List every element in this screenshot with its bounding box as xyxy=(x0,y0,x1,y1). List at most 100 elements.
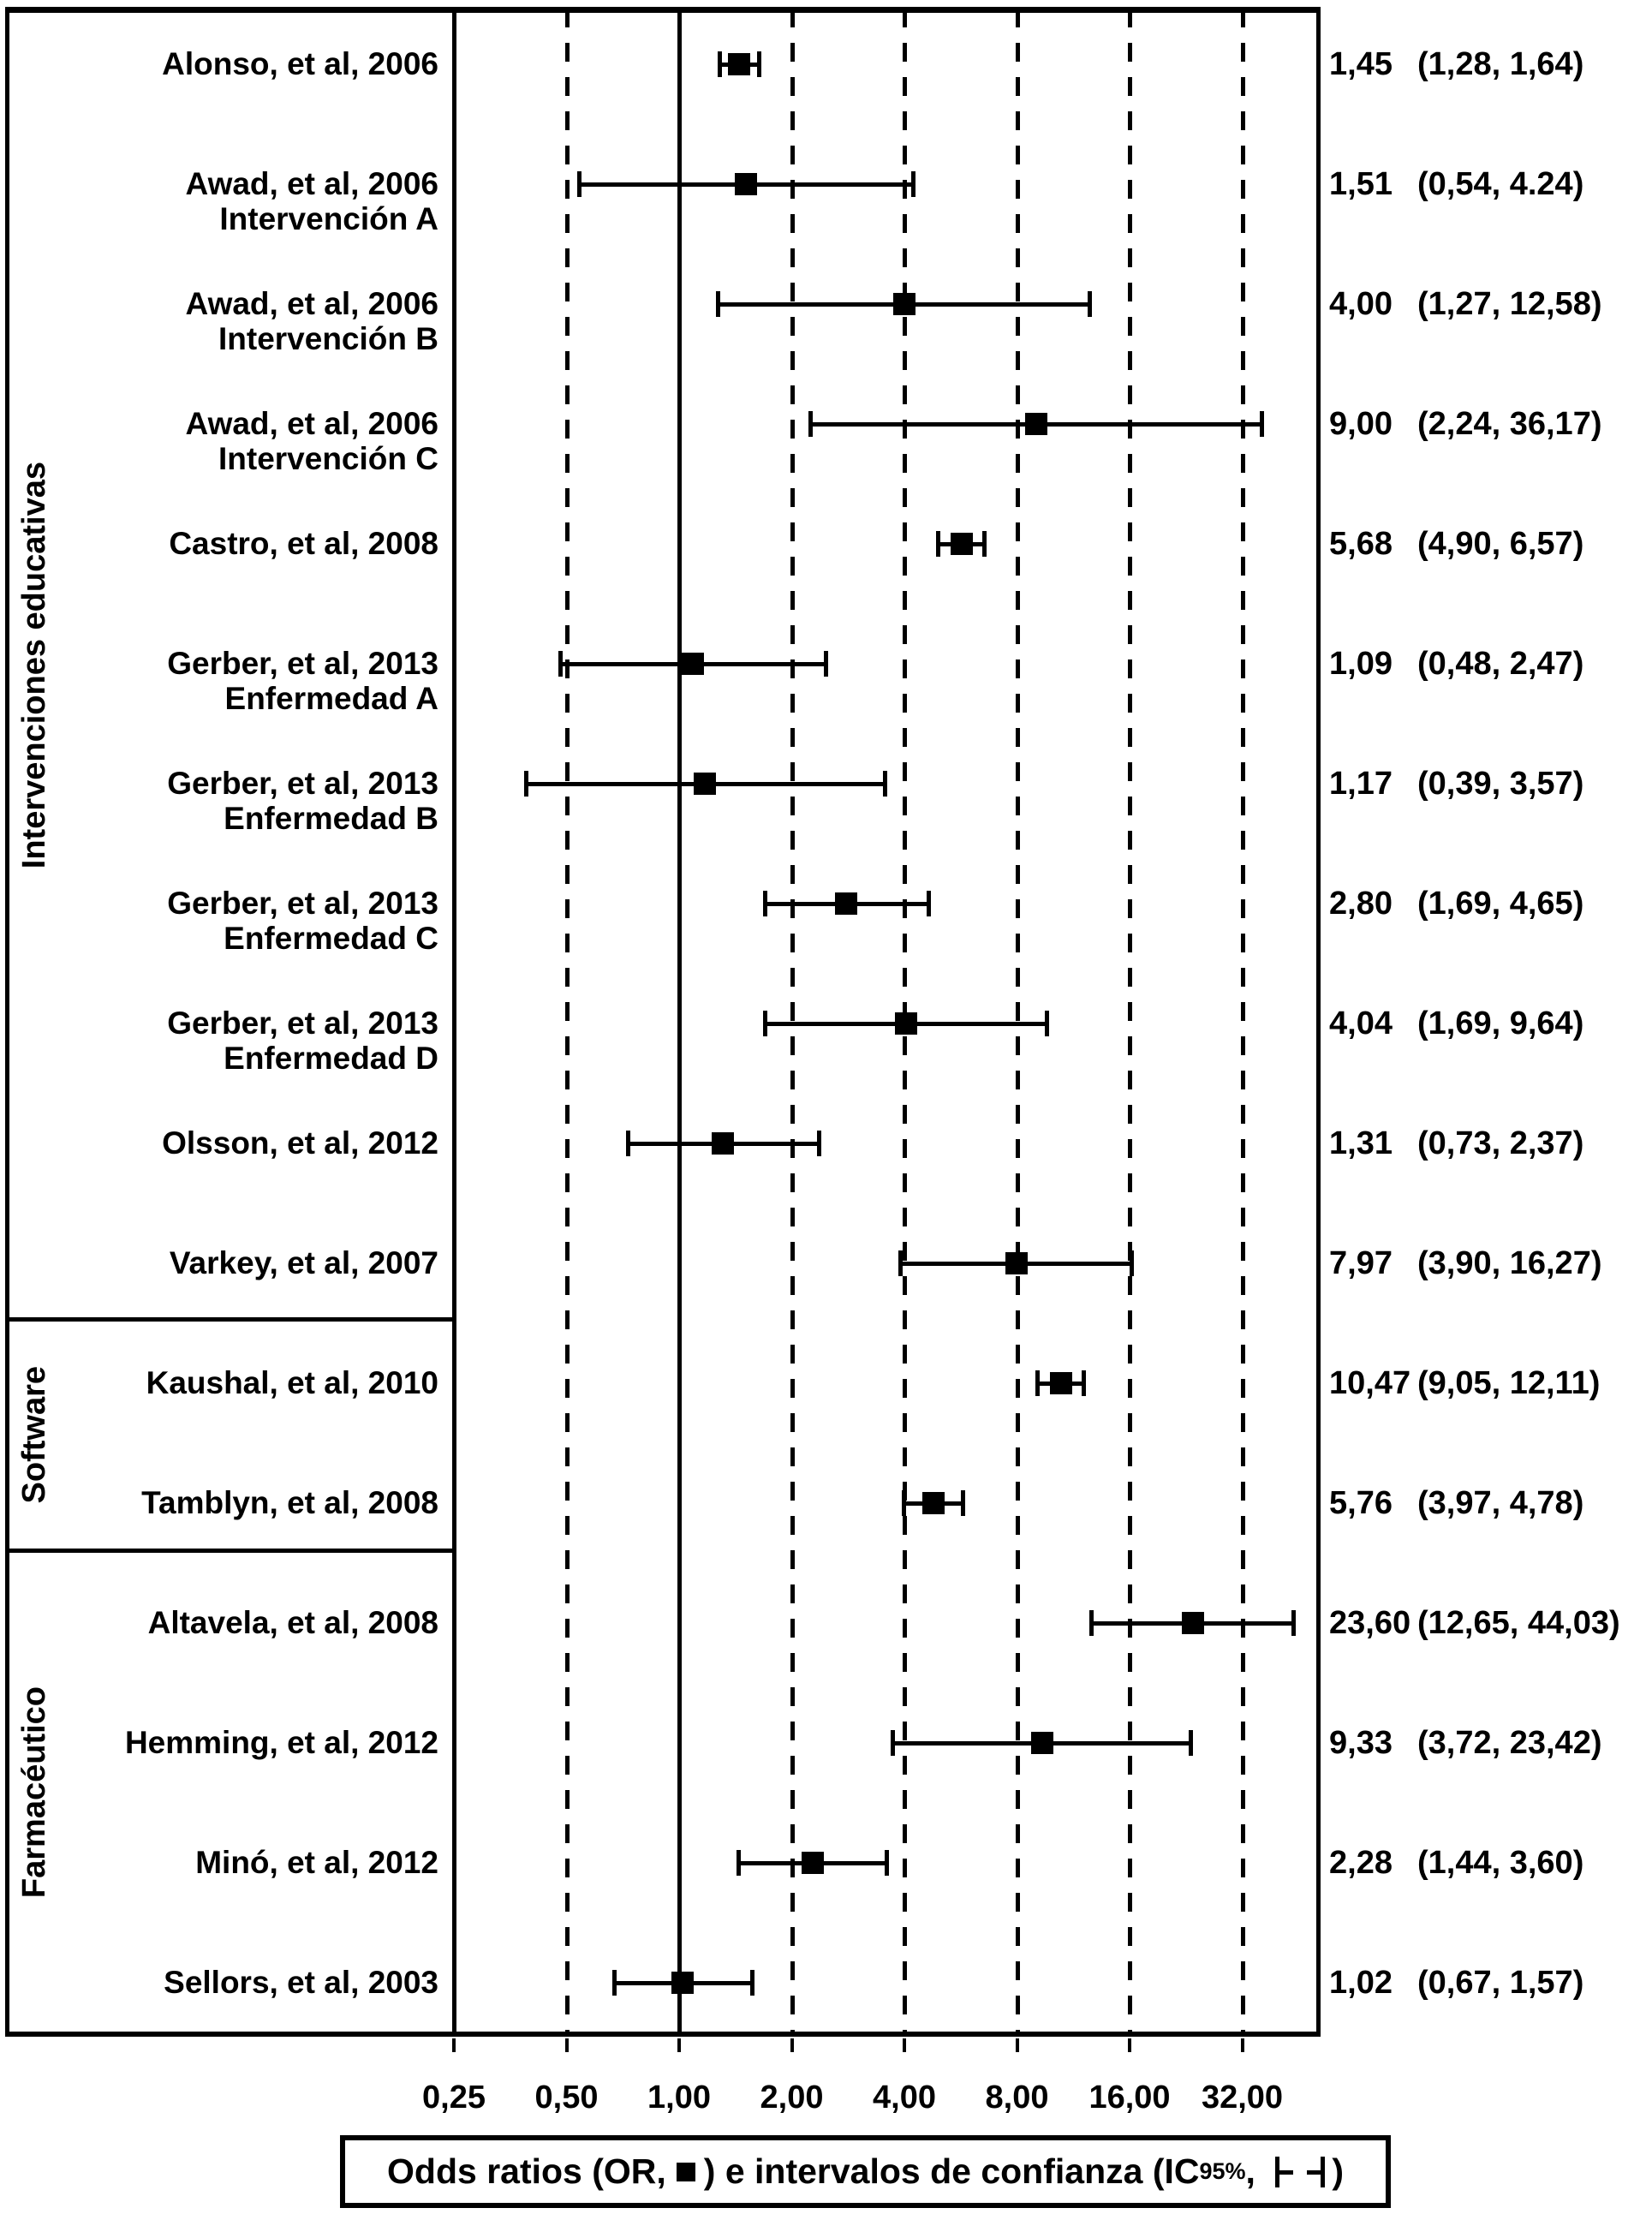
or-marker xyxy=(728,53,751,75)
or-ci-text: 1,02 (0,67, 1,57) xyxy=(1329,1964,1583,2002)
ci-cap-high xyxy=(823,651,828,677)
gridline-32,00 xyxy=(1240,9,1245,2036)
study-label: Minó, et al, 2012 xyxy=(0,1845,438,1880)
ci-cap-high xyxy=(1189,1730,1194,1756)
group-separator-software xyxy=(7,1317,456,1322)
study-sublabel: Intervención C xyxy=(218,441,438,476)
ci-cap-high xyxy=(749,1970,754,1996)
study-sublabel: Enfermedad C xyxy=(224,921,438,956)
or-marker xyxy=(921,1492,945,1514)
or-square-icon xyxy=(676,2162,695,2181)
study-label-line: Awad, et al, 2006 xyxy=(185,286,438,321)
study-label-line: Alonso, et al, 2006 xyxy=(162,46,438,81)
ci-cap-low xyxy=(717,51,722,77)
study-sublabel: Intervención A xyxy=(219,201,438,236)
ci-value: (1,69, 9,64) xyxy=(1417,1006,1584,1041)
or-value: 7,97 xyxy=(1329,1245,1393,1281)
gridline-0,25 xyxy=(452,9,456,2036)
ci-cap-low xyxy=(612,1970,617,1996)
axis-tick-16,00 xyxy=(1128,2038,1131,2052)
or-ci-text: 4,04 (1,69, 9,64) xyxy=(1329,1005,1583,1042)
or-ci-text: 5,76 (3,97, 4,78) xyxy=(1329,1484,1583,1522)
study-label-line: Awad, et al, 2006 xyxy=(185,406,438,441)
study-label-line: Gerber, et al, 2013 xyxy=(167,1006,438,1041)
axis-tick-label-4,00: 4,00 xyxy=(873,2080,936,2116)
ci-value: (9,05, 12,11) xyxy=(1417,1365,1601,1401)
study-label: Awad, et al, 2006 Intervención B xyxy=(0,286,438,356)
ci-value: (1,69, 4,65) xyxy=(1417,886,1584,922)
ci-cap-low xyxy=(626,1131,631,1156)
axis-tick-0,50 xyxy=(564,2038,569,2052)
ci-value: (0,54, 4.24) xyxy=(1417,166,1584,202)
study-sublabel: Enfermedad B xyxy=(224,801,438,836)
axis-tick-label-0,50: 0,50 xyxy=(534,2080,599,2116)
or-value: 1,02 xyxy=(1329,1965,1393,2001)
or-value: 5,68 xyxy=(1329,526,1393,562)
or-value: 2,28 xyxy=(1329,1845,1393,1881)
ci-cap-high xyxy=(1291,1610,1297,1636)
or-ci-text: 7,97 (3,90, 16,27) xyxy=(1329,1244,1601,1282)
or-ci-text: 1,09 (0,48, 2,47) xyxy=(1329,645,1583,683)
study-label-line: Tamblyn, et al, 2008 xyxy=(141,1485,438,1520)
study-label: Tamblyn, et al, 2008 xyxy=(0,1485,438,1520)
study-label-line: Olsson, et al, 2012 xyxy=(162,1125,438,1161)
axis-tick-label-16,00: 16,00 xyxy=(1088,2080,1171,2116)
plot-top-border xyxy=(7,7,1321,13)
ci-value: (1,27, 12,58) xyxy=(1417,286,1602,322)
study-sublabel: Enfermedad D xyxy=(224,1041,438,1076)
study-label-line: Gerber, et al, 2013 xyxy=(167,766,438,801)
study-label-line: Gerber, et al, 2013 xyxy=(167,886,438,921)
ci-value: (1,28, 1,64) xyxy=(1417,46,1584,82)
ci-value: (3,97, 4,78) xyxy=(1417,1485,1584,1521)
ci-value: (0,73, 2,37) xyxy=(1417,1125,1584,1161)
gridline-16,00 xyxy=(1128,9,1132,2036)
or-marker xyxy=(1024,413,1047,435)
ci-value: (1,44, 3,60) xyxy=(1417,1845,1584,1881)
study-label-line: Awad, et al, 2006 xyxy=(185,166,438,201)
ci-cap-low xyxy=(898,1250,904,1276)
ci-cap-high xyxy=(926,891,931,916)
ci-cap-high xyxy=(1088,291,1093,317)
axis-tick-label-0,25: 0,25 xyxy=(422,2080,486,2116)
or-ci-text: 2,80 (1,69, 4,65) xyxy=(1329,885,1583,922)
ci-cap-low xyxy=(901,1490,906,1516)
axis-tick-2,00 xyxy=(790,2038,794,2052)
or-value: 23,60 xyxy=(1329,1605,1411,1641)
or-marker xyxy=(1049,1372,1072,1394)
or-marker xyxy=(693,773,716,795)
study-sublabel: Intervención B xyxy=(218,321,438,356)
or-marker xyxy=(735,173,758,195)
ci-cap-low xyxy=(1089,1610,1094,1636)
or-marker xyxy=(671,1972,694,1994)
axis-tick-4,00 xyxy=(903,2038,906,2052)
ci-cap-high xyxy=(816,1131,821,1156)
study-label-line: Minó, et al, 2012 xyxy=(195,1845,438,1880)
ci-cap-low xyxy=(935,531,940,557)
or-ci-text: 10,47 (9,05, 12,11) xyxy=(1329,1364,1600,1402)
or-ci-text: 5,68 (4,90, 6,57) xyxy=(1329,525,1583,563)
or-ci-text: 9,00 (2,24, 36,17) xyxy=(1329,405,1601,443)
study-label-line: Gerber, et al, 2013 xyxy=(167,646,438,681)
ci-cap-low xyxy=(891,1730,896,1756)
study-label: Olsson, et al, 2012 xyxy=(0,1125,438,1161)
ci-cap-low xyxy=(558,651,563,677)
ci-cap-low xyxy=(1035,1370,1040,1396)
plot-bottom-axis-line xyxy=(7,2032,1321,2037)
ci-cap-low xyxy=(808,411,813,437)
ci-value: (3,72, 23,42) xyxy=(1417,1725,1602,1761)
study-label: Castro, et al, 2008 xyxy=(0,526,438,561)
ci-cap-low xyxy=(737,1850,742,1876)
ci-cap-low xyxy=(524,771,529,797)
or-marker xyxy=(1030,1732,1053,1754)
or-ci-text: 1,45 (1,28, 1,64) xyxy=(1329,45,1583,83)
ci-value: (0,39, 3,57) xyxy=(1417,766,1584,802)
ci-cap-high xyxy=(1130,1250,1135,1276)
study-label: Awad, et al, 2006 Intervención A xyxy=(0,166,438,236)
study-label: Altavela, et al, 2008 xyxy=(0,1605,438,1640)
or-marker xyxy=(893,293,915,315)
study-label: Gerber, et al, 2013 Enfermedad B xyxy=(0,766,438,836)
or-ci-text: 4,00 (1,27, 12,58) xyxy=(1329,285,1601,323)
study-label: Kaushal, et al, 2010 xyxy=(0,1365,438,1400)
or-ci-text: 2,28 (1,44, 3,60) xyxy=(1329,1844,1583,1882)
gridline-1,00 xyxy=(677,9,682,2036)
